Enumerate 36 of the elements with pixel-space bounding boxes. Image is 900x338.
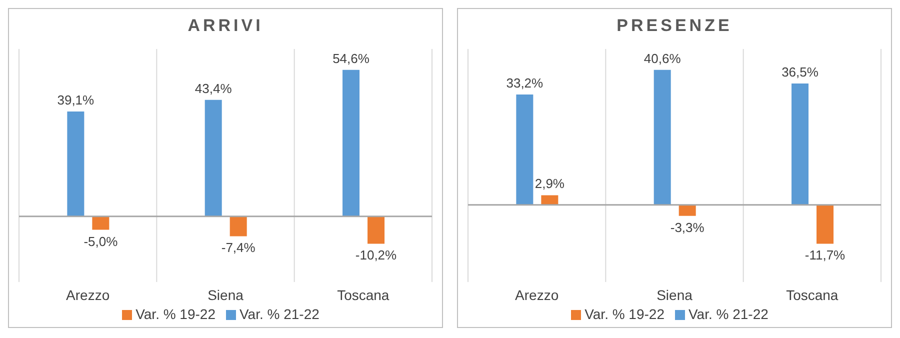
data-label: 36,5% (782, 64, 819, 80)
data-label: 33,2% (506, 75, 544, 90)
bar (368, 216, 385, 244)
x-tick-label: Toscana (786, 286, 838, 303)
data-label: -7,4% (221, 240, 256, 256)
data-label: 39,1% (57, 92, 95, 108)
legend-label: Var. % 19-22 (136, 306, 216, 322)
bar (204, 100, 222, 216)
x-tick-label: Arezzo (515, 286, 559, 303)
bar (230, 216, 247, 236)
bar (678, 204, 696, 216)
data-label: -11,7% (804, 248, 846, 263)
bar (816, 204, 834, 244)
data-label: 40,6% (644, 50, 682, 66)
bar (792, 83, 809, 205)
data-label: 2,9% (534, 176, 565, 192)
bar (67, 111, 84, 216)
bar (516, 94, 534, 205)
bar (342, 70, 360, 216)
legend-label: Var. % 21-22 (688, 306, 768, 322)
data-label: -5,0% (84, 234, 118, 249)
bar (541, 195, 558, 205)
chart-title: PRESENZE (616, 15, 734, 37)
x-tick-label: Siena (208, 286, 244, 303)
legend-label: Var. % 21-22 (240, 306, 320, 322)
x-tick-label: Arezzo (66, 286, 110, 303)
x-tick-label: Siena (656, 286, 693, 303)
x-tick-label: Toscana (337, 286, 390, 303)
data-label: -10,2% (355, 248, 398, 263)
data-label: 43,4% (194, 80, 232, 96)
chart-title: ARRIVI (186, 15, 264, 37)
data-label: 54,6% (332, 50, 370, 66)
bar (92, 216, 110, 230)
bar (654, 70, 671, 205)
legend-label: Var. % 19-22 (584, 306, 664, 322)
data-label: -3,3% (670, 220, 705, 235)
